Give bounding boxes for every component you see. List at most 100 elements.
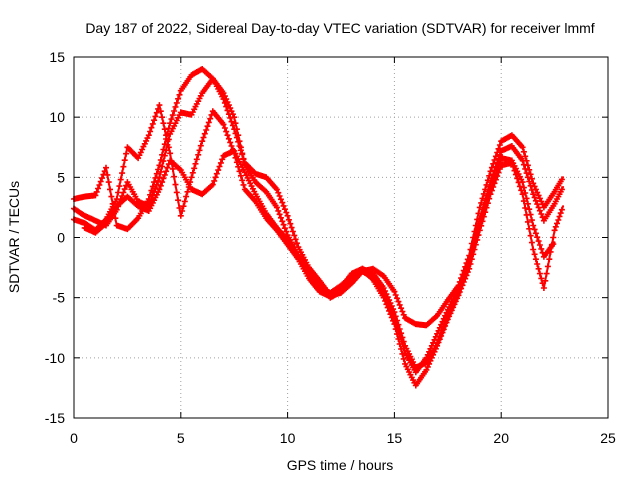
data-point [232,120,239,127]
data-point [534,261,541,267]
data-point [439,329,446,336]
data-point [164,164,171,171]
data-point [167,150,174,157]
data-point [522,153,529,160]
data-point [223,128,230,135]
data-point [191,165,198,172]
data-point [399,341,406,347]
data-point [472,236,479,243]
data-point [532,230,539,237]
data-point [426,360,433,367]
data-point [221,125,228,131]
data-point [400,355,407,362]
data-point [436,336,443,343]
data-point [236,168,243,175]
data-point [526,166,533,173]
data-point [156,102,163,109]
data-point [95,185,101,192]
data-point [228,143,235,149]
data-point [204,123,211,130]
data-point [275,207,282,214]
data-point [160,120,167,127]
data-point [183,193,190,200]
data-point [152,113,159,120]
data-point [273,204,280,211]
data-point [240,156,247,163]
data-point [443,319,450,326]
data-point [216,163,223,170]
data-point [391,288,398,295]
data-point [155,177,162,184]
data-point [558,186,565,193]
data-point [151,117,158,124]
data-point [173,99,180,106]
data-point [538,245,545,252]
y-tick-label: 10 [49,109,65,125]
data-point [169,112,176,119]
data-point [160,158,167,165]
y-axis-label: SDTVAR / TECUs [6,181,22,293]
data-point [161,126,168,133]
data-point [149,120,156,127]
data-point [527,182,534,189]
y-tick-label: -15 [45,410,65,426]
data-point [180,203,187,210]
data-point [292,236,299,243]
data-point [231,114,238,121]
data-point [488,182,495,189]
data-point [283,228,290,235]
data-point [550,241,557,248]
x-tick-label: 25 [600,430,616,446]
data-point [476,222,483,229]
data-point [281,225,288,232]
data-point [177,212,184,219]
data-point [281,206,288,213]
data-point [552,223,559,230]
data-point [240,181,247,188]
data-point [279,218,286,225]
data-point [467,256,474,263]
data-point [280,202,287,209]
data-point [475,227,482,234]
data-point [145,132,152,139]
data-point [399,308,406,315]
data-point [289,228,296,235]
data-point [527,232,534,239]
data-point [279,199,286,206]
data-point [176,91,183,98]
data-point [203,127,210,133]
data-point [531,194,538,201]
data-point [557,210,564,217]
data-point [486,190,493,197]
data-point [491,174,498,181]
data-point [556,213,563,220]
data-point [211,177,218,184]
data-point [171,108,178,114]
data-point [192,160,199,167]
data-point [217,159,224,166]
data-point [523,195,530,202]
data-point [478,218,485,224]
data-point [159,114,166,121]
data-point [522,165,529,172]
x-tick-label: 20 [493,430,509,446]
data-point [528,187,535,193]
data-point [173,189,180,196]
data-point [494,166,501,173]
data-point [536,270,543,277]
data-point [105,179,112,186]
data-point [395,298,402,305]
data-point [189,169,196,176]
chart-title: Day 187 of 2022, Sidereal Day-to-day VTE… [85,20,594,36]
data-point [536,242,543,248]
data-point [148,124,155,131]
data-point [215,167,222,174]
data-point [161,171,168,178]
series-satellite-track-2 [71,75,565,371]
data-point [526,178,533,185]
data-point [398,336,405,343]
data-point [558,176,565,183]
data-point [474,232,481,239]
data-point [113,196,120,202]
data-point [119,170,126,177]
